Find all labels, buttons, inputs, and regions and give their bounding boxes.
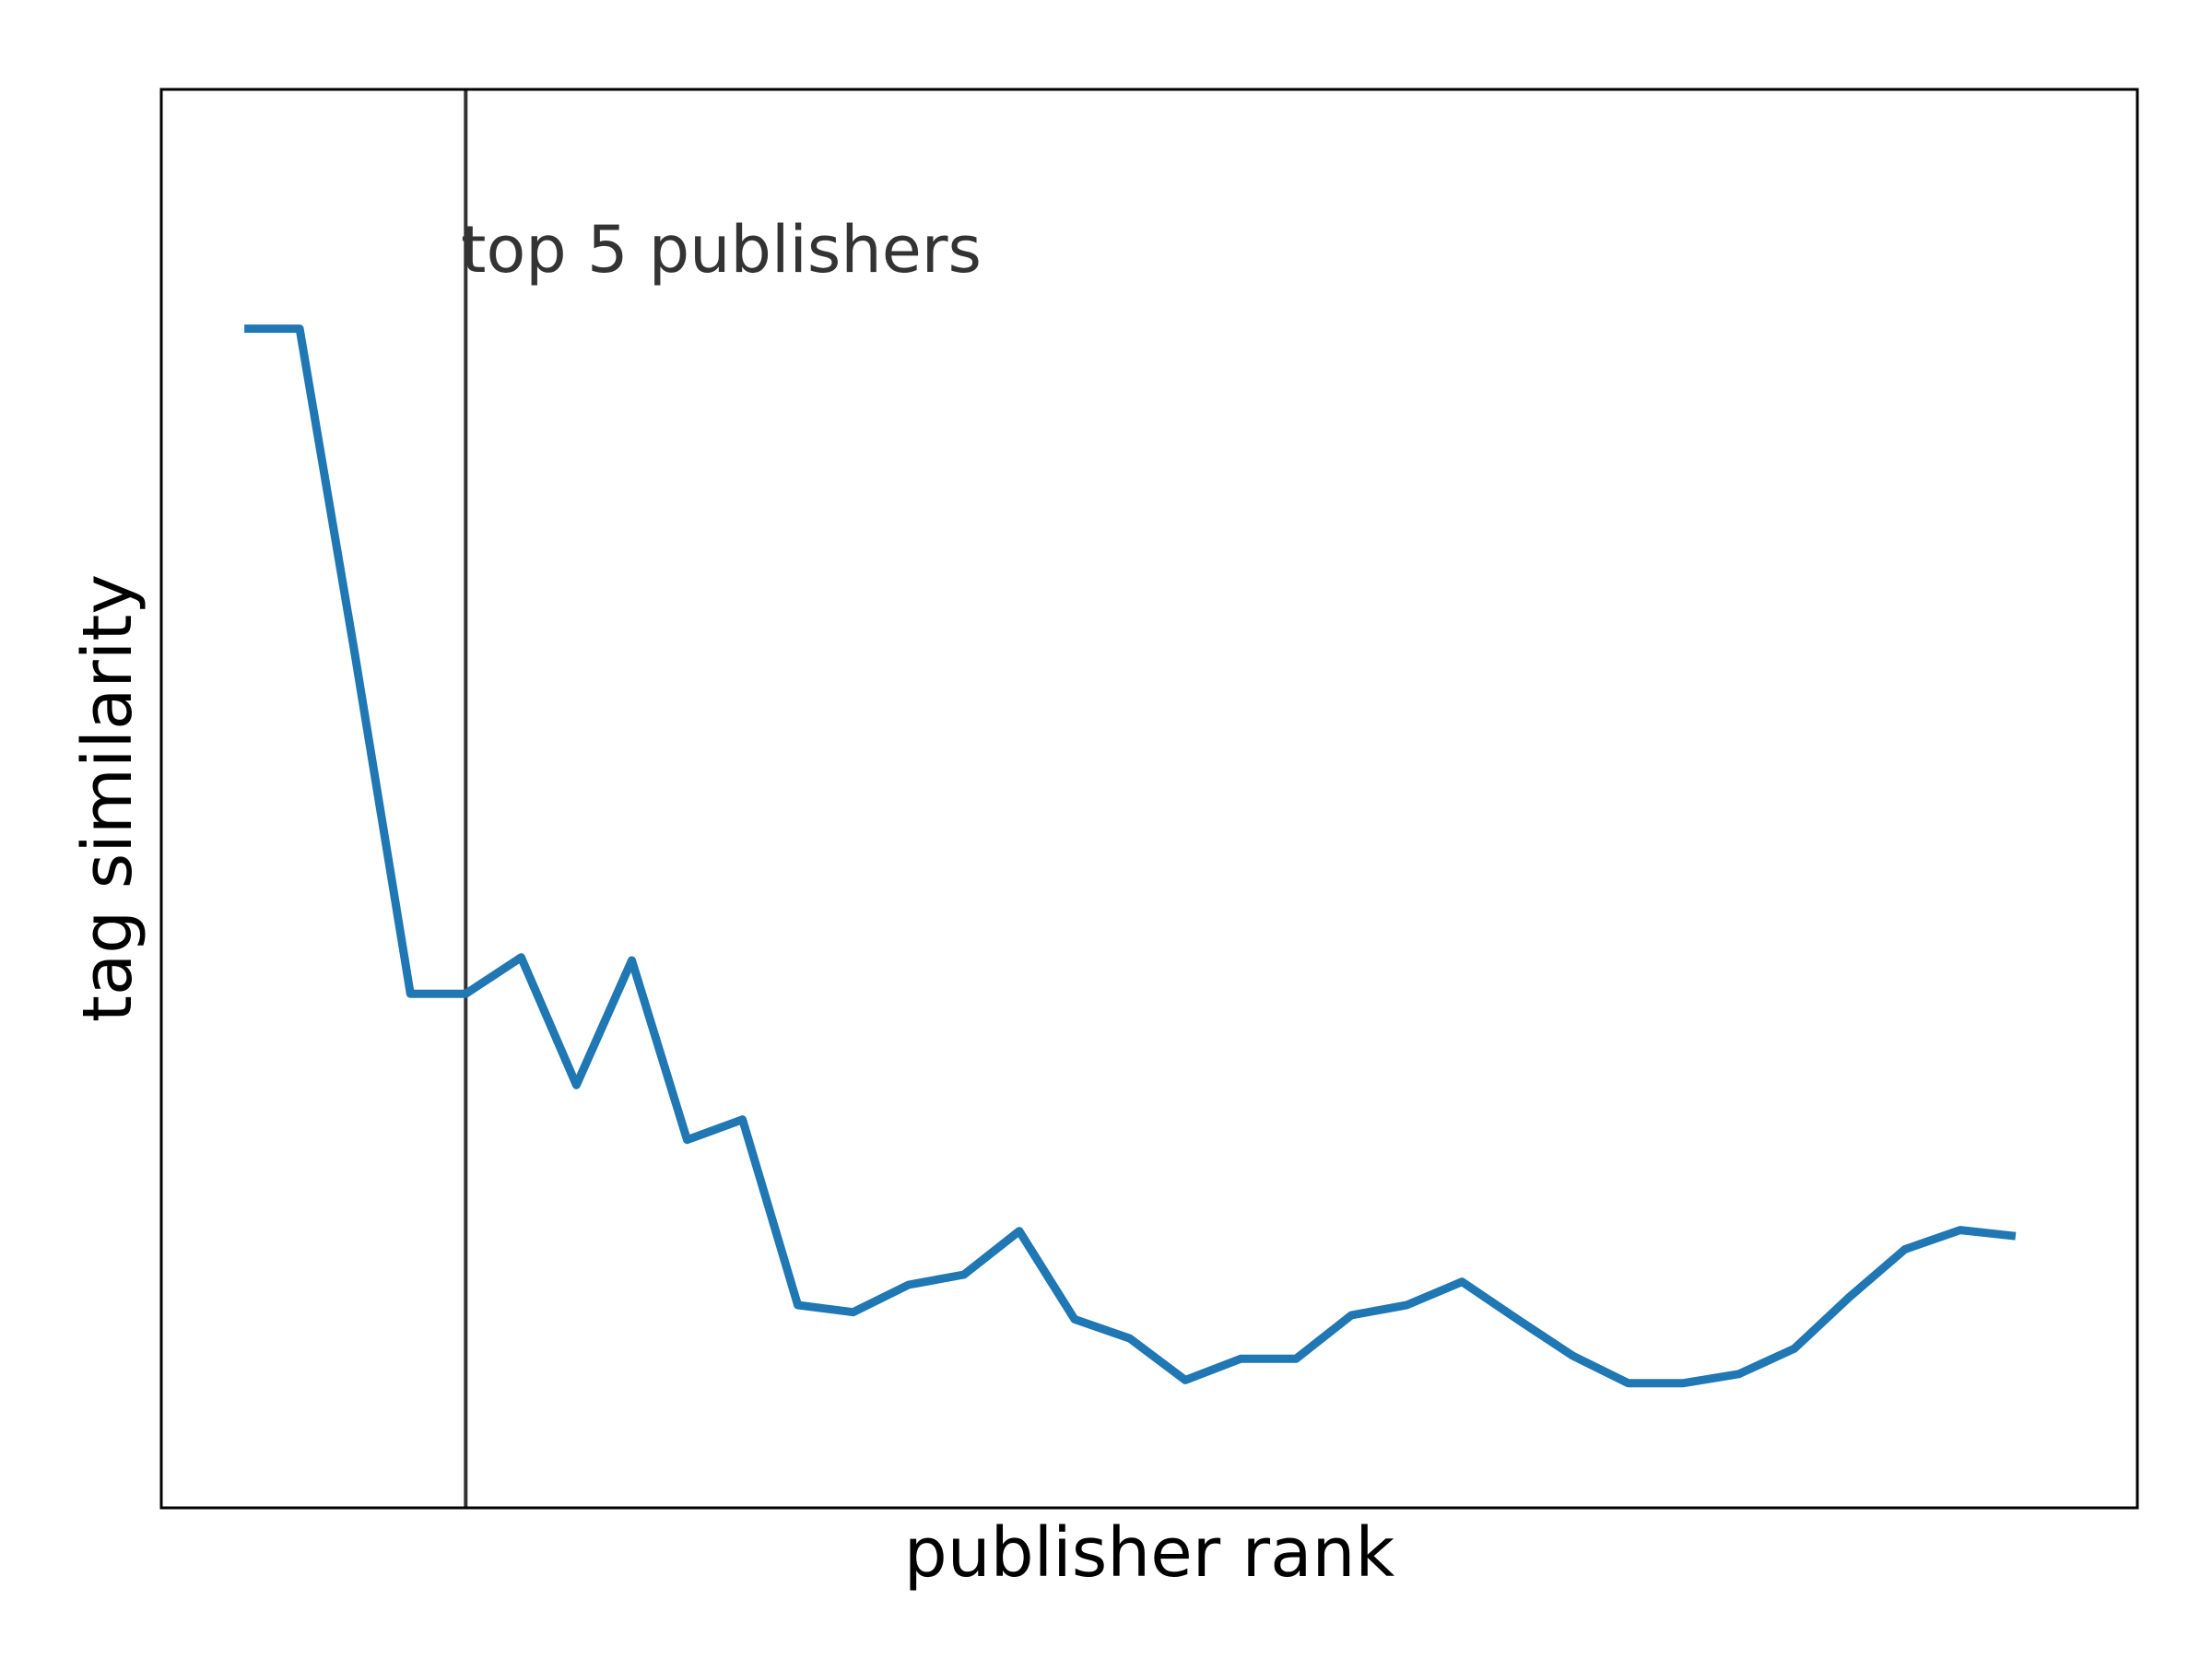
series-layer [244,324,2017,1388]
x-axis-label: publisher rank [904,1513,1395,1593]
plot-frame [159,88,2139,1510]
series-line-0 [244,324,2017,1388]
annotation-top-5-publishers: top 5 publishers [461,212,982,288]
y-axis-label: tag similarity [68,574,147,1022]
